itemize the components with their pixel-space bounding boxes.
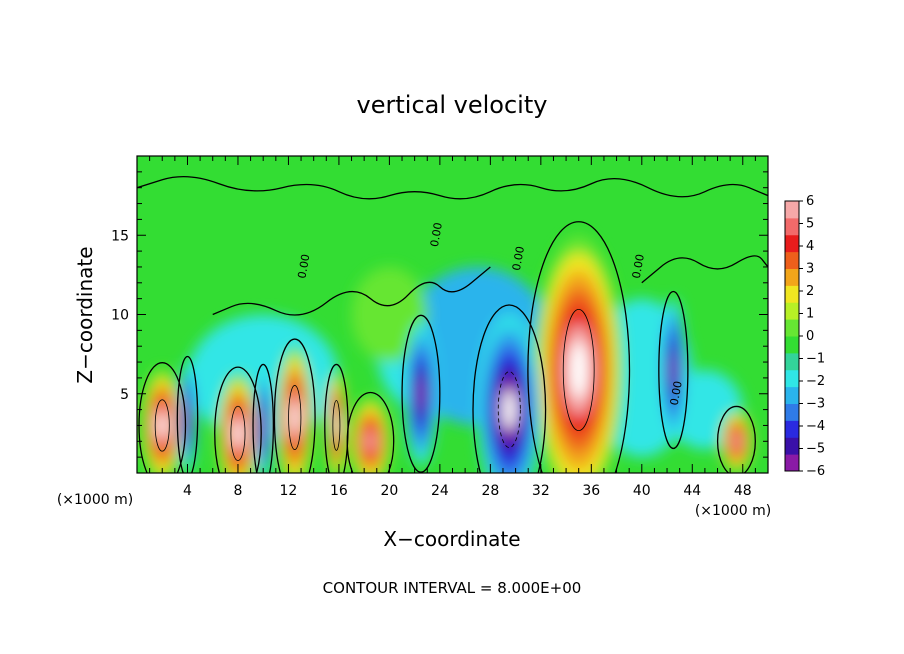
field-feature bbox=[670, 352, 677, 388]
colorbar-label: −2 bbox=[806, 374, 825, 389]
colorbar-label: −6 bbox=[806, 464, 825, 479]
colorbar-label: 6 bbox=[806, 194, 814, 209]
field-feature bbox=[157, 413, 167, 438]
x-tick-label: 44 bbox=[683, 483, 701, 499]
colorbar-segment bbox=[785, 336, 799, 354]
x-tick-label: 32 bbox=[532, 483, 550, 499]
y-tick-label: 10 bbox=[111, 308, 129, 324]
colorbar-segment bbox=[785, 217, 799, 236]
colorbar-label: 1 bbox=[806, 307, 814, 322]
contour-interval-note: CONTOUR INTERVAL = 8.000E+00 bbox=[323, 579, 582, 597]
colorbar-segment bbox=[785, 369, 799, 388]
colorbar-segment bbox=[785, 454, 799, 472]
x-tick-label: 16 bbox=[330, 483, 348, 499]
x-tick-label: 20 bbox=[380, 483, 398, 499]
colorbar-segment bbox=[785, 234, 799, 253]
x-tick-label: 12 bbox=[280, 483, 298, 499]
x-unit-right: (×1000 m) bbox=[695, 503, 771, 519]
colorbar-segment bbox=[785, 251, 799, 269]
x-tick-label: 40 bbox=[633, 483, 651, 499]
zero-contour bbox=[658, 290, 689, 450]
zero-contour bbox=[472, 304, 547, 473]
field-feature bbox=[502, 389, 516, 430]
y-tick-label: 5 bbox=[120, 387, 129, 403]
colorbar-label: −5 bbox=[806, 442, 825, 457]
zero-contour bbox=[716, 405, 756, 473]
field-feature bbox=[261, 412, 266, 439]
max-contour bbox=[562, 308, 595, 432]
colorbar-label: −1 bbox=[806, 352, 825, 367]
colorbar-label: −4 bbox=[806, 419, 825, 434]
max-contour bbox=[230, 405, 246, 461]
field-feature bbox=[365, 430, 376, 453]
colorbar-segment bbox=[785, 302, 799, 320]
colorbar-segment bbox=[785, 403, 799, 421]
colorbar-label: 3 bbox=[806, 262, 814, 277]
zero-contour bbox=[212, 266, 491, 316]
field-feature bbox=[185, 404, 190, 431]
colorbar-label: −3 bbox=[806, 397, 825, 412]
colorbar-segment bbox=[785, 352, 799, 371]
max-contour bbox=[332, 400, 341, 451]
contour-label: 0.00 bbox=[428, 221, 445, 247]
contour-label: 0.00 bbox=[510, 245, 527, 271]
x-tick-label: 36 bbox=[582, 483, 600, 499]
zero-contour bbox=[137, 175, 768, 200]
zero-contour bbox=[401, 314, 441, 473]
colorbar-segment bbox=[785, 437, 799, 455]
y-axis-label: Z−coordinate bbox=[73, 246, 97, 383]
max-contour bbox=[288, 385, 302, 451]
colorbar-label: 4 bbox=[806, 239, 814, 254]
y-tick-label: 15 bbox=[111, 228, 129, 244]
colorbar-label: 5 bbox=[806, 217, 814, 232]
field-feature bbox=[732, 433, 741, 449]
zero-contour bbox=[176, 355, 199, 473]
contour-label: 0.00 bbox=[295, 253, 312, 279]
field-region bbox=[351, 266, 428, 363]
contour-label: 0.00 bbox=[668, 380, 685, 406]
field-feature bbox=[233, 420, 243, 447]
zero-contour bbox=[641, 255, 768, 284]
colorbar: 6 5 4 3 2 1 0 −1 −2 −3 −4 −5 −6 bbox=[784, 194, 825, 479]
colorbar-label: 0 bbox=[806, 329, 814, 344]
zero-contour bbox=[527, 221, 631, 473]
zero-contour bbox=[273, 338, 316, 473]
contour-lines: 0.00 0.00 0.00 0.00 0.00 bbox=[137, 175, 768, 473]
y-axis: 5 10 15 bbox=[111, 171, 768, 458]
zero-contour bbox=[252, 363, 275, 473]
x-axis-label: X−coordinate bbox=[383, 527, 520, 551]
plot-area: 0.00 0.00 0.000.000.00 4 8 12 16 20 24 28 32 36 40 4… bbox=[111, 155, 769, 499]
colorbar-label: 2 bbox=[806, 284, 814, 299]
x-tick-label: 28 bbox=[481, 483, 499, 499]
field-feature bbox=[569, 341, 588, 399]
zero-contour bbox=[346, 391, 395, 473]
colorbar-segment bbox=[785, 285, 799, 303]
colorbar-segment bbox=[785, 268, 799, 286]
field-feature bbox=[291, 402, 299, 433]
x-tick-label: 48 bbox=[734, 483, 752, 499]
x-tick-label: 8 bbox=[233, 483, 242, 499]
colorbar-segment bbox=[785, 386, 799, 404]
chart-title: vertical velocity bbox=[357, 91, 548, 119]
field-feature bbox=[334, 413, 339, 438]
zero-contour bbox=[214, 366, 262, 473]
min-contour bbox=[497, 371, 521, 449]
colorbar-segment bbox=[785, 201, 799, 219]
x-tick-label: 24 bbox=[431, 483, 449, 499]
colorbar-segment bbox=[785, 420, 799, 438]
x-tick-label: 4 bbox=[183, 483, 192, 499]
x-axis: 4 8 12 16 20 24 28 32 36 40 44 48 bbox=[149, 156, 756, 499]
x-unit-left: (×1000 m) bbox=[57, 492, 133, 508]
colorbar-segment bbox=[785, 319, 799, 337]
max-contour bbox=[154, 399, 170, 452]
velocity-field bbox=[142, 235, 753, 473]
contour-label: 0.00 bbox=[630, 253, 647, 279]
field-feature bbox=[416, 376, 425, 412]
